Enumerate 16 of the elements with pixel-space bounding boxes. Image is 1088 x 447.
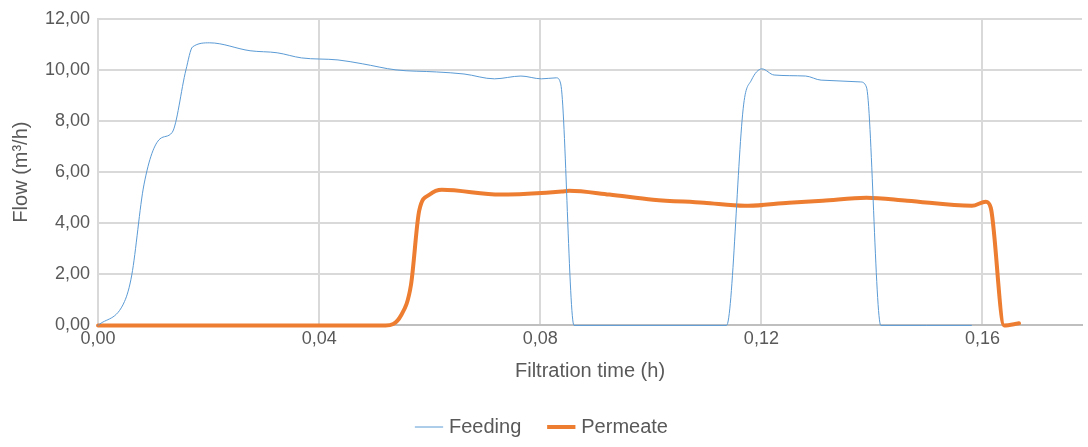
legend-label: Permeate	[581, 414, 668, 437]
x-tick-label: 0,04	[301, 328, 337, 349]
y-tick-label: 10,00	[45, 58, 91, 79]
line-series	[97, 42, 972, 326]
x-tick-label: 0,16	[964, 328, 1001, 349]
y-tick-label: 4,00	[55, 212, 91, 233]
legend-label: Feeding	[449, 414, 522, 437]
x-tick-label: 0,12	[743, 328, 779, 349]
x-axis-title: Filtration time (h)	[515, 358, 666, 381]
x-tick-label: 0,08	[522, 328, 558, 349]
line-series	[96, 187, 1021, 328]
y-tick-label: 12,00	[45, 7, 91, 28]
y-tick-label: 8,00	[55, 109, 91, 130]
y-tick-label: 2,00	[55, 263, 91, 284]
y-tick-label: 6,00	[55, 161, 91, 182]
y-axis-title: Flow (m³/h)	[8, 121, 31, 223]
